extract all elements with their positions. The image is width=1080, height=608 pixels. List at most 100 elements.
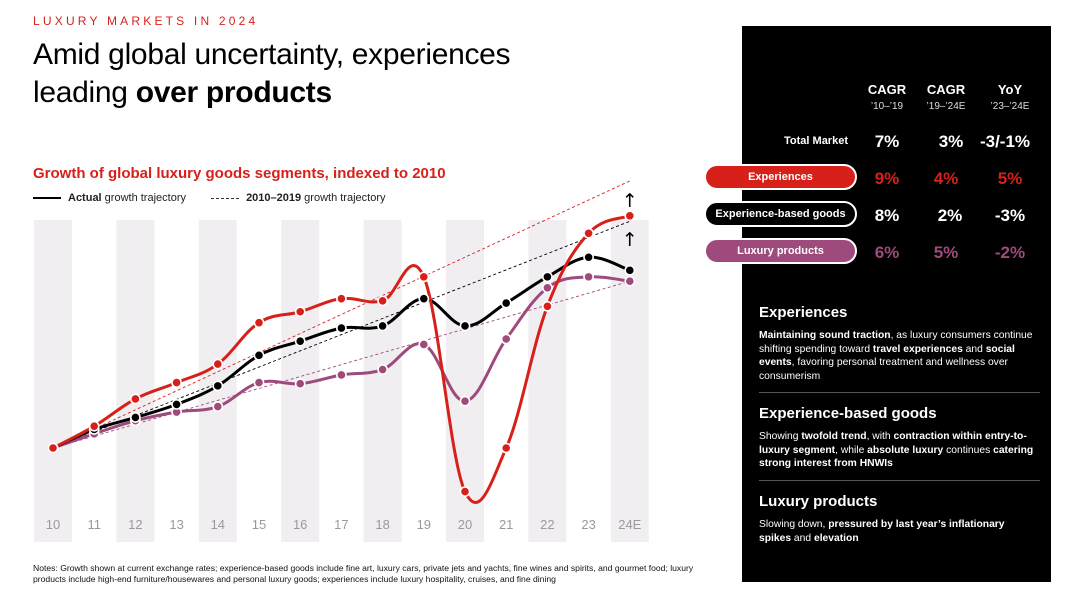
section-text-run: and [791, 532, 814, 544]
data-point [542, 271, 553, 283]
data-point [500, 442, 512, 454]
up-arrow-icon: ↑ [622, 190, 638, 212]
data-point [129, 393, 141, 405]
section-text-run: twofold trend [801, 431, 867, 442]
series-points [47, 210, 636, 497]
title-line-2: leading over products [33, 74, 510, 112]
data-point [624, 275, 636, 287]
section-body: Maintaining sound traction, as luxury co… [759, 329, 1039, 383]
x-tick-label: 20 [458, 517, 472, 532]
x-axis-ticks: 10 11 12 13 14 15 16 17 18 19 20 21 22 23 24E [46, 517, 642, 532]
legend-solid-swatch [33, 197, 61, 200]
data-point [47, 442, 59, 454]
growth-line-chart: 10 11 12 13 14 15 16 17 18 19 20 21 22 23 24E ↑↑ [34, 180, 649, 542]
section-text-run: , as luxury consumers continue shifting … [759, 330, 1033, 355]
total-market-value: 7% [874, 132, 900, 151]
pill-experiences: Experiences [704, 164, 857, 190]
legend-dashed-swatch [211, 197, 240, 199]
data-point [212, 380, 224, 392]
x-tick-label: 14 [211, 517, 225, 532]
x-tick-label: 22 [540, 517, 554, 532]
pill-experience-based-goods: Experience-based goods [704, 201, 857, 227]
luxury-products-value: 5% [933, 243, 959, 262]
eyebrow-label: LUXURY MARKETS IN 2024 [33, 14, 259, 28]
trend-line [52, 280, 630, 449]
total-market-label: Total Market [784, 135, 848, 147]
header-cagr-10-19: CAGR ’10–’19 [857, 82, 917, 112]
section-experience-based-goods: Experience-based goods Showing twofold t… [759, 405, 1039, 471]
section-text-run: social events [759, 343, 1015, 369]
header-top: CAGR [926, 82, 966, 97]
data-point [624, 264, 636, 276]
experience-goods-value: -3% [994, 206, 1026, 225]
header-yoy: YoY ’23–’24E [980, 82, 1040, 112]
total-market-value: 3% [938, 132, 964, 151]
data-point [212, 401, 224, 412]
header-bottom: ’23–’24E [990, 101, 1030, 112]
data-point [418, 271, 430, 283]
series-line [52, 275, 630, 450]
data-point [171, 377, 182, 388]
section-text-run: , while [835, 444, 868, 456]
data-point [253, 349, 265, 361]
data-point [459, 395, 471, 407]
section-body: Showing twofold trend, with contraction … [759, 430, 1039, 471]
data-point [459, 320, 471, 332]
up-arrow-icon: ↑ [622, 229, 638, 251]
data-point [335, 369, 347, 381]
section-divider [759, 392, 1040, 393]
data-point [253, 377, 265, 388]
x-tick-label: 17 [334, 517, 348, 532]
x-tick-label: 10 [46, 517, 60, 532]
data-point [542, 300, 553, 312]
chart-title: Growth of global luxury goods segments, … [33, 165, 446, 182]
legend-actual-bold: Actual [68, 192, 102, 204]
section-text-run: pressured by last year’s inflationary sp… [759, 519, 1005, 544]
trend-arrows: ↑↑ [622, 190, 638, 251]
data-point [583, 271, 594, 283]
total-market-value: -3/-1% [979, 132, 1031, 151]
data-point [171, 398, 182, 410]
data-point [418, 339, 430, 350]
data-point [418, 293, 430, 305]
luxury-products-value: -2% [994, 243, 1026, 262]
summary-panel: CAGR ’10–’19 CAGR ’19–’24E YoY ’23–’24E … [704, 26, 1051, 582]
legend-trend-bold: 2010–2019 [246, 192, 302, 204]
experience-goods-value: 2% [937, 206, 963, 225]
data-point [583, 227, 594, 239]
legend-actual-rest: growth trajectory [101, 192, 186, 204]
x-tick-label: 11 [87, 517, 101, 532]
experience-goods-value: 8% [874, 206, 900, 225]
title-line-2-bold: over products [135, 76, 332, 109]
footnotes: Notes: Growth shown at current exchange … [33, 563, 694, 584]
data-point [335, 322, 347, 334]
data-point [294, 306, 306, 318]
year-band [363, 220, 402, 542]
header-cagr-19-24: CAGR ’19–’24E [916, 82, 976, 112]
experiences-value: 5% [997, 169, 1023, 188]
trend-line [52, 180, 630, 449]
section-text-run: elevation [813, 532, 859, 544]
x-tick-label: 13 [169, 517, 183, 532]
year-bands [34, 220, 649, 542]
section-text-run: contraction within entry-to-luxury segme… [759, 431, 1027, 456]
legend-trend-rest: growth trajectory [301, 192, 386, 204]
data-point [583, 251, 594, 263]
data-point [377, 295, 388, 307]
section-luxury-products: Luxury products Slowing down, pressured … [759, 493, 1039, 545]
header-top: CAGR [867, 82, 907, 97]
trend-lines [52, 180, 630, 449]
data-point [377, 364, 388, 375]
header-bottom: ’10–’19 [870, 101, 904, 112]
section-text-run: , favoring personal treatment and wellne… [759, 357, 1008, 382]
experiences-value: 4% [933, 169, 959, 188]
x-tick-label: 12 [128, 517, 142, 532]
year-band [116, 220, 155, 542]
data-point [294, 378, 306, 390]
data-point [542, 282, 553, 294]
section-body: Slowing down, pressured by last year’s i… [759, 518, 1039, 545]
data-point [459, 486, 471, 497]
section-heading: Luxury products [759, 493, 878, 510]
year-band [34, 220, 72, 542]
data-point [335, 293, 347, 305]
